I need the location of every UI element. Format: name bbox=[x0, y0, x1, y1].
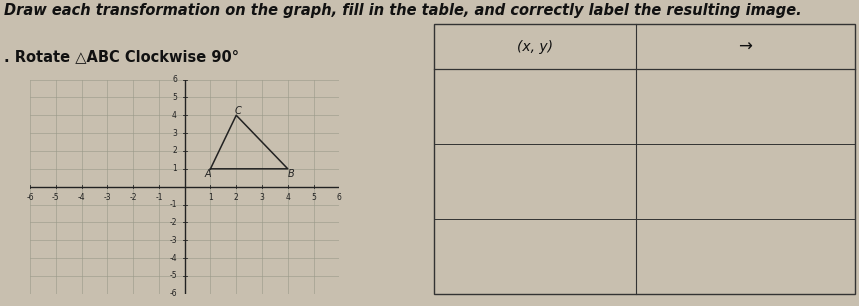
Text: 6: 6 bbox=[337, 193, 342, 202]
Text: -1: -1 bbox=[169, 200, 177, 209]
Text: 5: 5 bbox=[172, 93, 177, 102]
Text: -3: -3 bbox=[169, 236, 177, 245]
Text: B: B bbox=[288, 169, 295, 179]
Text: -2: -2 bbox=[130, 193, 137, 202]
Text: 3: 3 bbox=[172, 129, 177, 138]
Text: Draw each transformation on the graph, fill in the table, and correctly label th: Draw each transformation on the graph, f… bbox=[4, 3, 802, 18]
Text: -5: -5 bbox=[52, 193, 59, 202]
Text: -6: -6 bbox=[27, 193, 34, 202]
Text: C: C bbox=[235, 106, 241, 116]
Text: 5: 5 bbox=[311, 193, 316, 202]
Text: 1: 1 bbox=[208, 193, 213, 202]
Text: -1: -1 bbox=[155, 193, 162, 202]
Text: -2: -2 bbox=[169, 218, 177, 227]
Text: -4: -4 bbox=[78, 193, 85, 202]
Text: 4: 4 bbox=[285, 193, 290, 202]
Text: -6: -6 bbox=[169, 289, 177, 298]
Text: 2: 2 bbox=[172, 147, 177, 155]
Text: 2: 2 bbox=[234, 193, 239, 202]
Text: A: A bbox=[204, 169, 210, 179]
Text: . Rotate △ABC Clockwise 90°: . Rotate △ABC Clockwise 90° bbox=[4, 49, 240, 64]
Text: (x, y): (x, y) bbox=[517, 40, 553, 54]
Text: 4: 4 bbox=[172, 111, 177, 120]
Text: 3: 3 bbox=[259, 193, 265, 202]
Text: 6: 6 bbox=[172, 75, 177, 84]
Text: →: → bbox=[739, 38, 752, 56]
Text: 1: 1 bbox=[172, 164, 177, 173]
Text: -4: -4 bbox=[169, 254, 177, 263]
Text: -5: -5 bbox=[169, 271, 177, 280]
Text: -3: -3 bbox=[104, 193, 111, 202]
